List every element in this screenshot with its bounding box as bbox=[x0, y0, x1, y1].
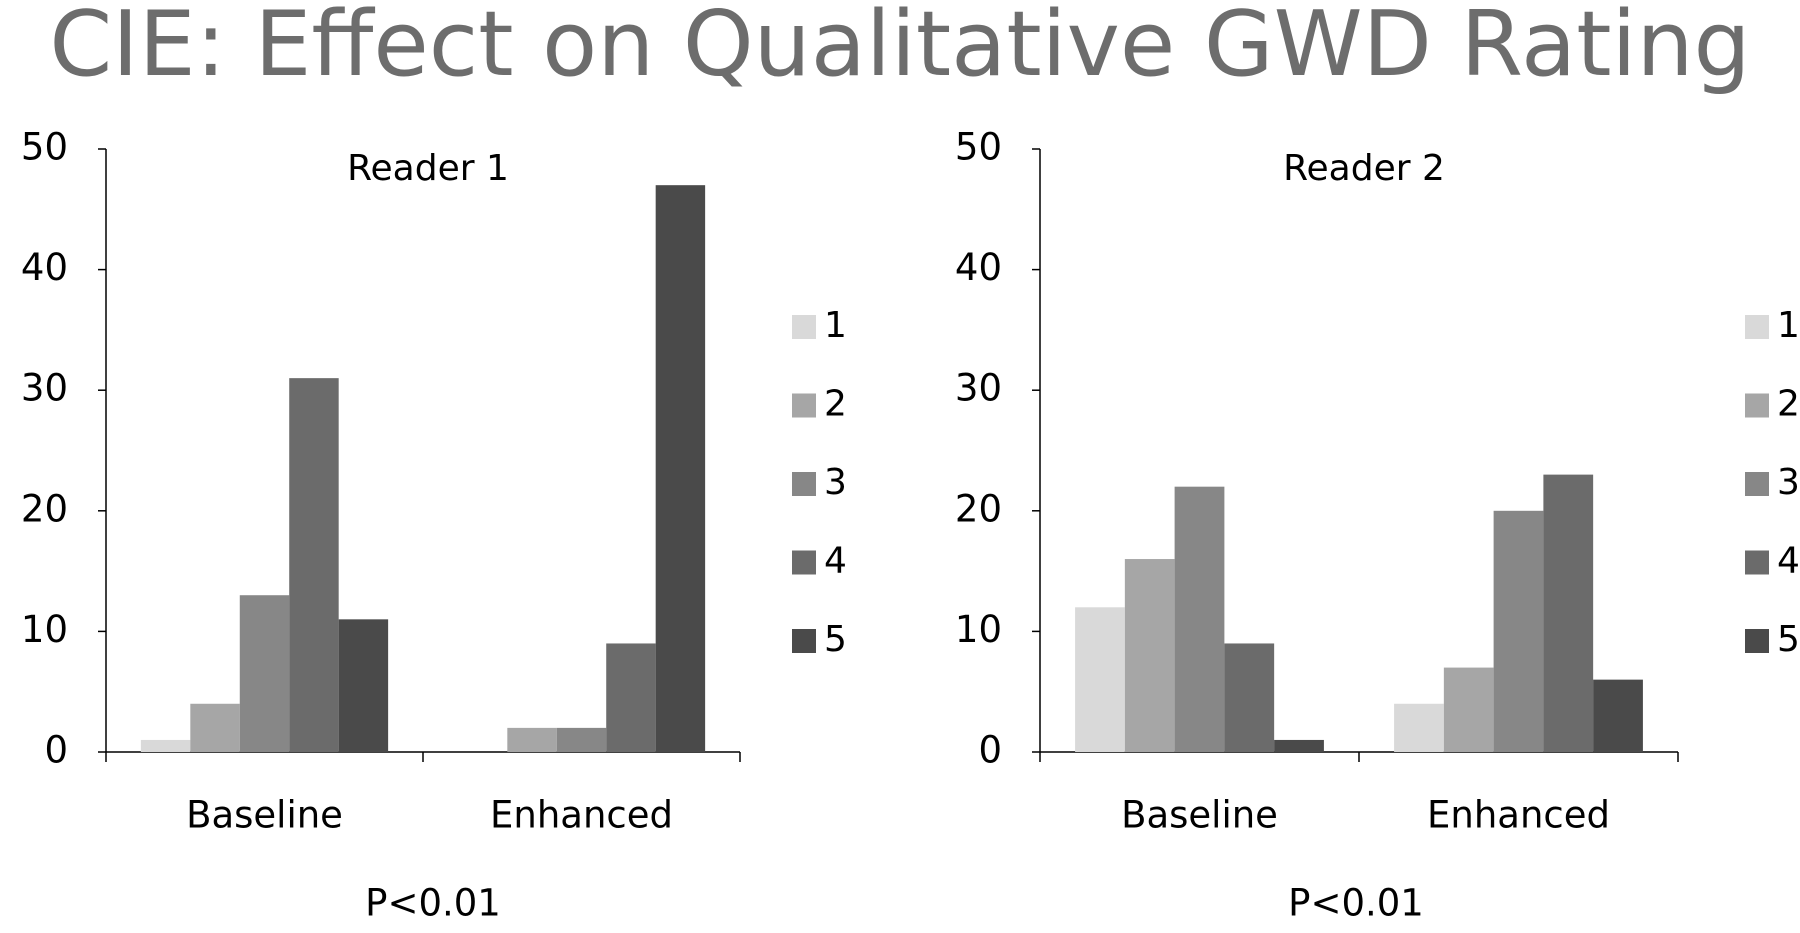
annotation: P<0.01 bbox=[1288, 882, 1424, 925]
y-tick-label: 50 bbox=[21, 126, 68, 169]
legend-label: 2 bbox=[1777, 384, 1800, 425]
legend-label: 3 bbox=[1777, 462, 1800, 503]
x-tick-label: Baseline bbox=[1121, 794, 1278, 837]
legend-label: 5 bbox=[1777, 619, 1800, 660]
legend-label: 5 bbox=[824, 619, 847, 660]
bar bbox=[1174, 486, 1225, 752]
legend-swatch bbox=[792, 393, 816, 418]
bar bbox=[1124, 559, 1175, 752]
legend-swatch bbox=[792, 550, 816, 575]
bar bbox=[1224, 643, 1275, 752]
x-tick-label: Enhanced bbox=[490, 794, 673, 837]
y-tick-label: 30 bbox=[955, 367, 1002, 410]
legend-label: 2 bbox=[824, 384, 847, 425]
bar bbox=[338, 619, 389, 752]
bar bbox=[239, 595, 290, 752]
legend-label: 3 bbox=[824, 462, 847, 503]
legend-swatch bbox=[1745, 315, 1769, 339]
y-tick-label: 30 bbox=[21, 367, 68, 410]
legend-swatch bbox=[1745, 393, 1769, 418]
y-tick-label: 40 bbox=[21, 246, 68, 289]
legend-label: 1 bbox=[1777, 305, 1800, 346]
bar bbox=[1593, 679, 1643, 752]
legend-swatch bbox=[1745, 550, 1769, 575]
bar bbox=[1493, 510, 1544, 752]
bar bbox=[1274, 739, 1324, 752]
bar bbox=[190, 703, 240, 752]
bar bbox=[1394, 703, 1444, 752]
legend-swatch bbox=[792, 472, 816, 496]
legend-swatch bbox=[792, 315, 816, 339]
bar bbox=[1443, 667, 1494, 752]
annotation: P<0.01 bbox=[365, 882, 501, 925]
bar bbox=[140, 739, 191, 752]
y-tick-label: 40 bbox=[955, 246, 1002, 289]
legend-label: 4 bbox=[1777, 541, 1800, 582]
bar bbox=[556, 727, 607, 752]
chart-title: Reader 1 bbox=[347, 148, 509, 189]
y-tick-label: 50 bbox=[955, 126, 1002, 169]
x-tick-label: Baseline bbox=[186, 794, 343, 837]
bar bbox=[606, 643, 656, 752]
legend-label: 4 bbox=[824, 541, 847, 582]
y-tick-label: 10 bbox=[21, 608, 68, 651]
chart-title: Reader 2 bbox=[1283, 148, 1445, 189]
bar bbox=[507, 727, 557, 752]
y-tick-label: 10 bbox=[955, 608, 1002, 651]
page-title: CIE: Effect on Qualitative GWD Rating bbox=[49, 0, 1750, 97]
y-tick-label: 0 bbox=[44, 729, 68, 772]
bar bbox=[289, 378, 339, 752]
y-tick-label: 0 bbox=[978, 729, 1002, 772]
legend-swatch bbox=[1745, 472, 1769, 496]
y-tick-label: 20 bbox=[21, 487, 68, 530]
legend-swatch bbox=[792, 629, 816, 653]
bar bbox=[1543, 474, 1594, 752]
legend-swatch bbox=[1745, 629, 1769, 653]
y-tick-label: 20 bbox=[955, 487, 1002, 530]
bar bbox=[1075, 607, 1125, 752]
bar bbox=[655, 185, 706, 752]
legend-label: 1 bbox=[824, 305, 847, 346]
x-tick-label: Enhanced bbox=[1427, 794, 1610, 837]
